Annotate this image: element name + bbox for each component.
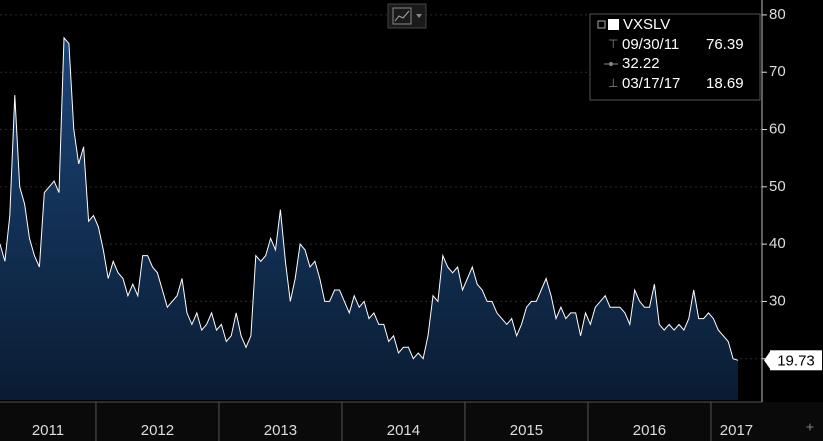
high-date: 09/30/11 [622, 36, 679, 53]
zoom-button[interactable]: + [806, 419, 814, 435]
icon [597, 20, 606, 29]
x-tick-label: 2013 [264, 422, 297, 439]
legend-swatch [608, 19, 619, 30]
x-tick-label: 2015 [510, 422, 543, 439]
icon [609, 62, 613, 66]
low-date: 03/17/17 [622, 75, 680, 92]
x-tick-label: 2016 [633, 422, 666, 439]
y-tick-label: 60 [769, 120, 786, 137]
x-tick-label: 2017 [720, 422, 753, 439]
y-tick-label: 30 [769, 292, 786, 309]
y-tick-label: 40 [769, 235, 786, 252]
last-value-label: 19.73 [777, 352, 815, 369]
x-tick-label: 2011 [32, 422, 64, 439]
x-axis-bar [0, 402, 823, 441]
icon [416, 14, 422, 18]
icon [392, 7, 412, 25]
line [0, 36, 739, 361]
icon: ⊤ [608, 37, 618, 51]
last-value-box [770, 350, 822, 371]
average-value: 32.22 [622, 55, 660, 72]
area [0, 37, 738, 401]
y-tick-label: 70 [769, 63, 786, 80]
y-tick-label: 50 [769, 178, 786, 195]
x-tick-label: 2014 [387, 422, 420, 439]
icon [394, 10, 410, 22]
low-value: 18.69 [706, 75, 744, 92]
legend-name: VXSLV [623, 16, 670, 33]
legend: VXSLV ⊤ 09/30/11 76.39 32.22 ⊥ 03/17/17 … [589, 13, 761, 101]
high-value: 76.39 [706, 36, 744, 53]
toolbar-button[interactable] [387, 3, 427, 29]
y-tick-label: 80 [769, 6, 786, 23]
last-value-pointer [764, 350, 771, 371]
icon: ⊥ [608, 76, 618, 90]
x-tick-label: 2012 [141, 422, 174, 439]
